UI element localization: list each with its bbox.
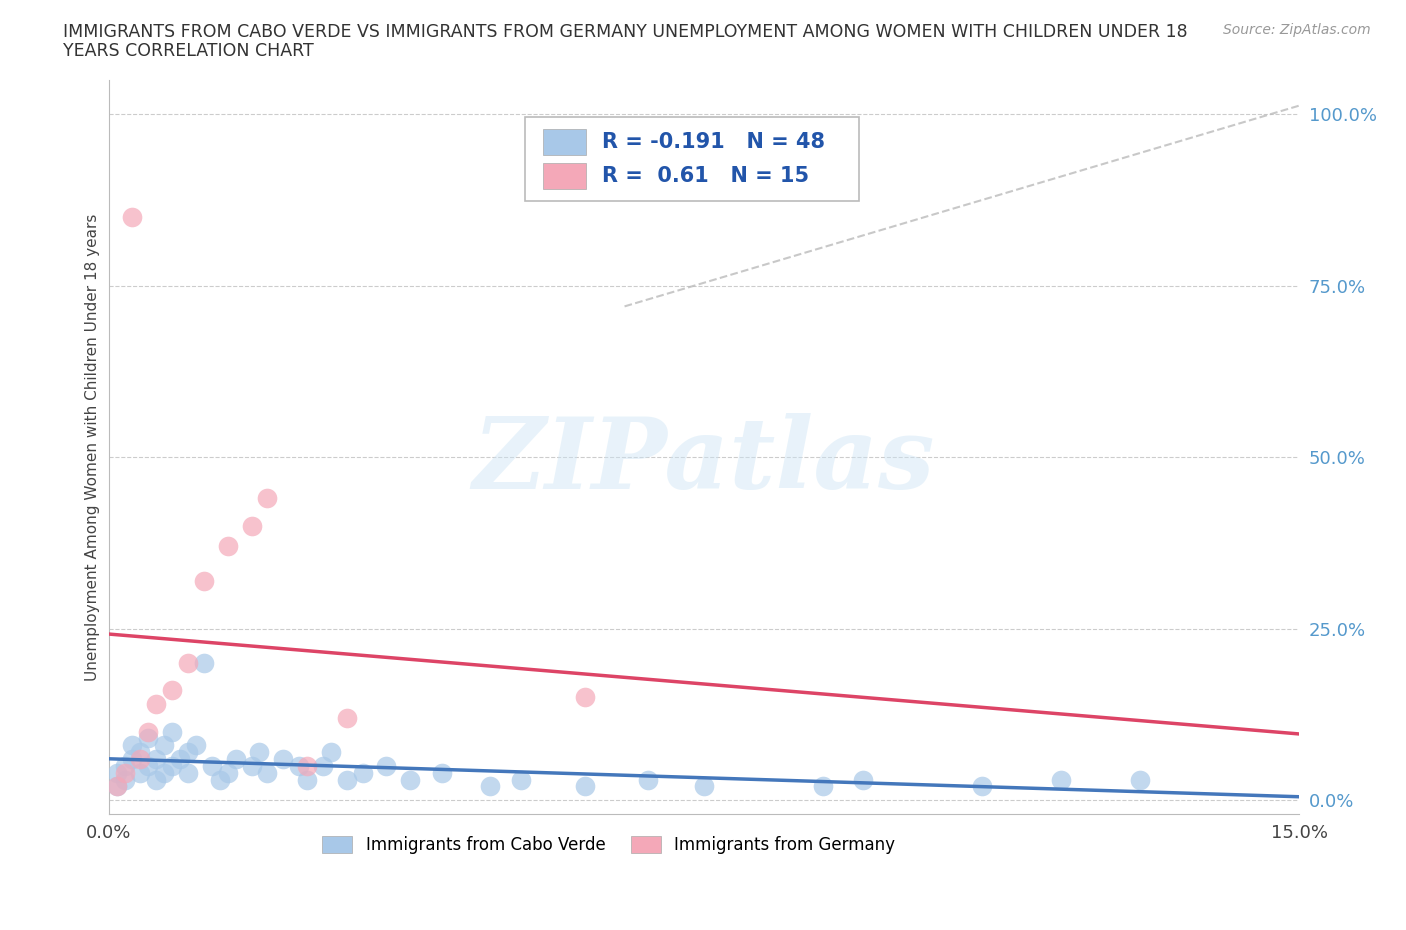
Point: [478, 779, 501, 794]
Point: [574, 690, 596, 705]
Point: [129, 745, 152, 760]
Point: [153, 765, 176, 780]
Point: [399, 772, 422, 787]
Point: [970, 779, 993, 794]
Point: [574, 779, 596, 794]
Point: [169, 751, 191, 766]
Point: [105, 765, 128, 780]
Point: [852, 772, 875, 787]
Point: [249, 745, 271, 760]
Point: [1050, 772, 1073, 787]
Point: [136, 724, 159, 739]
Point: [312, 758, 335, 773]
Point: [217, 765, 239, 780]
Point: [217, 539, 239, 554]
Point: [430, 765, 453, 780]
Point: [136, 731, 159, 746]
Point: [105, 779, 128, 794]
FancyBboxPatch shape: [543, 129, 586, 155]
Point: [295, 758, 318, 773]
Point: [352, 765, 374, 780]
Point: [145, 772, 167, 787]
Text: Source: ZipAtlas.com: Source: ZipAtlas.com: [1223, 23, 1371, 37]
Point: [319, 745, 342, 760]
Point: [121, 751, 143, 766]
FancyBboxPatch shape: [526, 117, 859, 201]
Point: [121, 210, 143, 225]
Point: [114, 765, 136, 780]
Point: [136, 758, 159, 773]
Point: [160, 758, 183, 773]
Point: [193, 656, 215, 671]
Point: [811, 779, 834, 794]
Point: [177, 765, 200, 780]
FancyBboxPatch shape: [543, 163, 586, 189]
Point: [160, 724, 183, 739]
Point: [256, 765, 278, 780]
Point: [121, 737, 143, 752]
Text: YEARS CORRELATION CHART: YEARS CORRELATION CHART: [63, 42, 314, 60]
Text: R =  0.61   N = 15: R = 0.61 N = 15: [602, 166, 808, 186]
Point: [184, 737, 207, 752]
Point: [336, 772, 359, 787]
Point: [240, 518, 263, 533]
Point: [160, 683, 183, 698]
Point: [288, 758, 311, 773]
Point: [201, 758, 224, 773]
Point: [129, 751, 152, 766]
Point: [637, 772, 659, 787]
Point: [145, 751, 167, 766]
Point: [177, 656, 200, 671]
Point: [105, 779, 128, 794]
Point: [240, 758, 263, 773]
Point: [256, 491, 278, 506]
Point: [1129, 772, 1152, 787]
Point: [208, 772, 231, 787]
Text: IMMIGRANTS FROM CABO VERDE VS IMMIGRANTS FROM GERMANY UNEMPLOYMENT AMONG WOMEN W: IMMIGRANTS FROM CABO VERDE VS IMMIGRANTS…: [63, 23, 1188, 41]
Point: [193, 573, 215, 588]
Point: [510, 772, 533, 787]
Point: [145, 697, 167, 711]
Point: [129, 765, 152, 780]
Legend: Immigrants from Cabo Verde, Immigrants from Germany: Immigrants from Cabo Verde, Immigrants f…: [316, 829, 901, 860]
Y-axis label: Unemployment Among Women with Children Under 18 years: Unemployment Among Women with Children U…: [86, 213, 100, 681]
Point: [693, 779, 716, 794]
Point: [114, 758, 136, 773]
Point: [153, 737, 176, 752]
Point: [114, 772, 136, 787]
Point: [225, 751, 247, 766]
Text: ZIPatlas: ZIPatlas: [472, 414, 935, 510]
Point: [336, 711, 359, 725]
Point: [295, 772, 318, 787]
Text: R = -0.191   N = 48: R = -0.191 N = 48: [602, 132, 824, 152]
Point: [177, 745, 200, 760]
Point: [271, 751, 294, 766]
Point: [375, 758, 398, 773]
